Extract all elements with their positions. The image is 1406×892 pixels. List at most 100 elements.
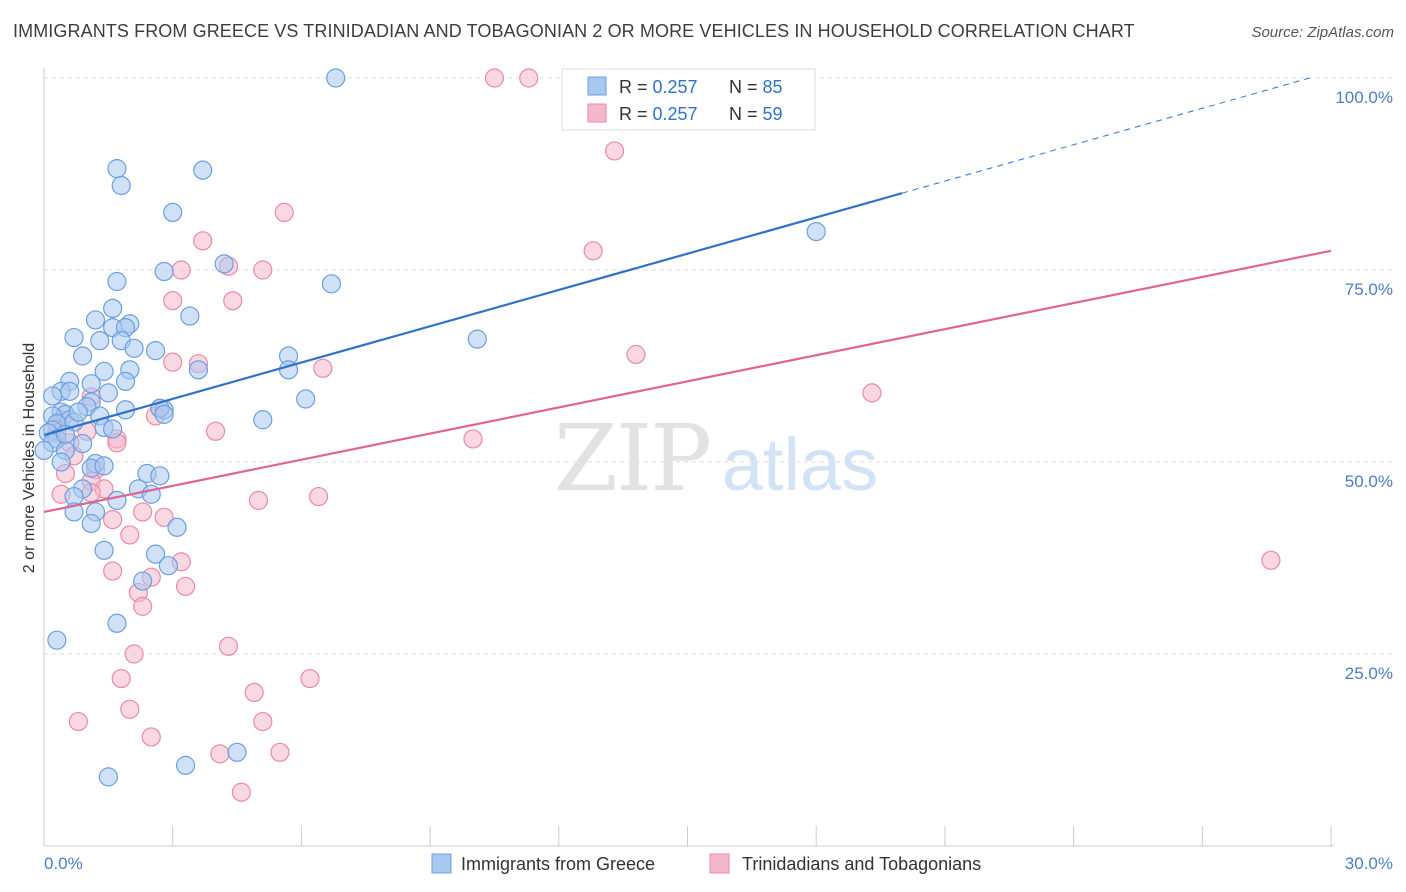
legend-label-greece: Immigrants from Greece [461,854,655,874]
legend-r-value-1: 0.257 [653,77,698,97]
svg-text:N = 59: N = 59 [729,104,783,124]
point-greece [188,360,209,380]
point-trinidadians [175,576,196,597]
svg-text:R = 0.257: R = 0.257 [619,104,698,124]
point-trinidadians [133,596,153,616]
point-greece [467,329,487,349]
point-trinidadians [141,727,161,747]
point-trinidadians [300,668,320,689]
point-trinidadians [231,782,251,802]
point-greece [47,630,67,650]
point-greece [145,341,166,361]
svg-text:R = 0.257: R = 0.257 [619,77,698,97]
point-greece [133,571,153,591]
watermark-zip: ZIP [554,405,710,512]
point-trinidadians [463,429,483,449]
legend-r-label-2: R = [619,104,653,124]
point-trinidadians [120,699,140,719]
point-trinidadians [604,141,625,161]
point-trinidadians [583,241,603,261]
point-greece [158,556,179,576]
point-greece [175,755,196,775]
legend-r-value-2: 0.257 [653,104,698,124]
gridlines [44,77,1393,655]
point-greece [81,374,101,394]
point-greece [296,389,316,409]
series-legend: Immigrants from Greece Trinidadians and … [431,853,981,874]
point-greece [90,331,110,351]
point-greece [124,338,144,358]
stats-legend: R = 0.257 N = 85 R = 0.257 N = 59 [561,68,816,131]
point-greece [107,271,127,292]
point-greece [107,159,127,179]
legend-swatch-blue [587,76,607,96]
point-trinidadians [133,502,153,522]
point-greece [42,386,63,406]
point-trinidadians [163,352,183,372]
point-greece [321,274,342,294]
point-greece [806,222,826,242]
y-axis-tick-labels: 25.0% 50.0% 75.0% 100.0% [1335,88,1393,683]
point-trinidadians [253,711,273,732]
x-tick-label-max: 30.0% [1345,854,1393,873]
point-trinidadians [248,490,269,510]
point-greece [94,456,114,476]
point-greece [103,419,123,439]
point-trinidadians [270,742,290,762]
point-trinidadians [103,509,123,530]
y-axis-title: 2 or more Vehicles in Household [21,343,38,573]
legend-n-label-2: N = [729,104,763,124]
point-trinidadians [519,68,539,88]
legend-swatch-trinidad [709,853,730,874]
y-tick-label: 25.0% [1345,664,1393,683]
point-trinidadians [484,68,505,88]
point-trinidadians [154,507,174,527]
point-trinidadians [1261,550,1281,570]
point-trinidadians [210,744,230,764]
point-greece [227,742,247,762]
point-greece [60,381,80,401]
point-greece [94,540,114,560]
point-trinidadians [111,668,131,689]
point-trinidadians [313,358,333,378]
point-greece [154,404,174,424]
chart-title: IMMIGRANTS FROM GREECE VS TRINIDADIAN AN… [13,21,1135,41]
point-trinidadians [120,525,140,545]
point-greece [98,767,118,787]
point-greece [154,261,174,282]
point-greece [253,410,273,430]
y-tick-label: 75.0% [1345,280,1393,299]
x-tick-label-min: 0.0% [44,854,83,873]
point-greece [98,383,118,403]
legend-label-trinidad: Trinidadians and Tobagonians [742,854,981,874]
point-trinidadians [626,344,646,365]
point-greece [81,513,101,534]
point-greece [180,306,200,326]
point-trinidadians [274,202,294,222]
point-greece [64,327,84,348]
point-greece [85,310,106,330]
legend-r-label-1: R = [619,77,653,97]
point-greece [73,346,93,366]
point-greece [145,544,166,564]
point-greece [107,613,127,633]
point-greece [193,160,213,180]
legend-n-value-2: 59 [763,104,783,124]
point-trinidadians [244,682,264,703]
point-greece [115,371,136,391]
point-trinidadians [223,291,243,311]
point-greece [34,440,54,461]
svg-text:N = 85: N = 85 [729,77,783,97]
point-greece [326,68,346,88]
watermark-atlas: atlas [722,423,878,506]
legend-n-value-1: 85 [763,77,783,97]
point-greece [167,517,187,537]
point-greece [94,361,114,381]
point-trinidadians [862,383,882,403]
point-trinidadians [171,260,191,280]
point-greece [214,254,234,274]
source-credit: Source: ZipAtlas.com [1251,24,1394,41]
trend-line-trinidadians [43,249,1332,513]
point-trinidadians [124,644,144,664]
